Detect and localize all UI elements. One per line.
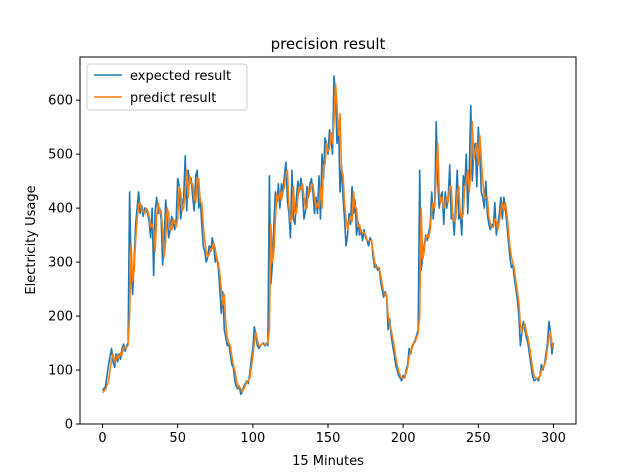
- y-tick-label: 400: [48, 202, 73, 217]
- y-tick-label: 500: [48, 148, 73, 163]
- chart-title: precision result: [271, 35, 386, 53]
- y-tick-label: 100: [48, 364, 73, 379]
- series-line-expected: [101, 75, 555, 396]
- y-tick-label: 600: [48, 94, 73, 109]
- x-axis: 0 50 100 150 200 250 300: [98, 424, 566, 446]
- x-axis-label: 15 Minutes: [292, 454, 364, 469]
- legend-box: [86, 63, 248, 111]
- y-tick-label: 0: [65, 418, 73, 433]
- x-tick-label: 200: [391, 431, 416, 446]
- y-axis-label: Electricity Usage: [24, 185, 39, 294]
- series-layer: [101, 75, 555, 396]
- y-axis: 0 100 200 300 400 500 600: [48, 94, 80, 433]
- x-tick-label: 0: [98, 431, 106, 446]
- x-tick-label: 150: [316, 431, 341, 446]
- legend: expected result predict result: [86, 63, 248, 111]
- x-tick-label: 100: [240, 431, 265, 446]
- legend-label-expected: expected result: [130, 69, 231, 84]
- x-tick-label: 50: [169, 431, 186, 446]
- y-tick-label: 300: [48, 256, 73, 271]
- plot-area: [79, 56, 577, 425]
- x-tick-label: 300: [541, 431, 566, 446]
- y-tick-label: 200: [48, 310, 73, 325]
- x-tick-label: 250: [466, 431, 491, 446]
- legend-label-predict: predict result: [130, 91, 216, 106]
- series-line-predict: [101, 83, 555, 394]
